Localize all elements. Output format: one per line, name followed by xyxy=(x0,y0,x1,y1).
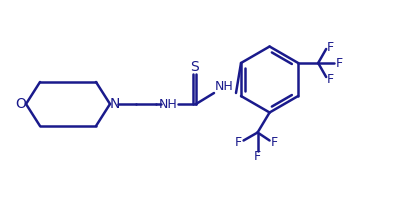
Text: F: F xyxy=(326,73,333,86)
Text: F: F xyxy=(235,136,242,149)
Text: F: F xyxy=(254,150,261,163)
Text: NH: NH xyxy=(158,97,177,110)
Text: S: S xyxy=(190,60,199,74)
Text: O: O xyxy=(16,97,26,111)
Text: NH: NH xyxy=(214,80,233,93)
Text: F: F xyxy=(271,136,278,149)
Text: F: F xyxy=(326,41,333,54)
Text: F: F xyxy=(335,56,342,69)
Text: N: N xyxy=(109,97,120,111)
